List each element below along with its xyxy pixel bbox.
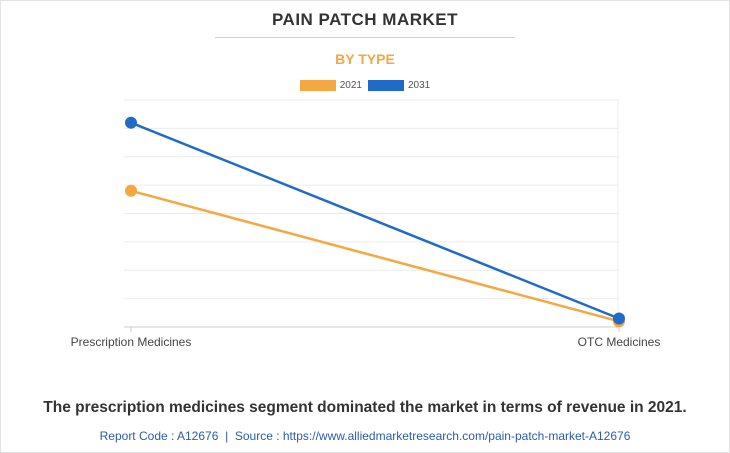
x-tick-label: Prescription Medicines [71,335,192,349]
data-point-2021-0 [125,184,137,197]
legend-swatch-2031 [368,80,404,91]
source-separator: | [225,429,229,443]
legend-label-2031: 2031 [408,80,431,91]
series-lines [125,116,625,328]
x-tick-label: OTC Medicines [578,335,661,349]
title-divider [215,37,515,38]
legend-item-2021[interactable]: 2021 [299,80,362,91]
legend-swatch-2021 [299,80,336,91]
tick-labels: Prescription Medicines OTC Medicines [71,335,661,349]
data-point-2031-0 [125,116,137,129]
legend-label-2021: 2021 [339,80,362,91]
legend: 2021 2031 [0,80,730,91]
source-line: Report Code : A12676 | Source : https://… [0,429,730,443]
legend-item-2031[interactable]: 2031 [368,80,430,91]
chart-caption: The prescription medicines segment domin… [43,399,687,416]
chart-title: PAIN PATCH MARKET [271,10,459,29]
source-link[interactable]: Source : https://www.alliedmarketresearc… [234,429,631,443]
series-line-2021 [130,189,620,323]
report-code: Report Code : A12676 [99,429,219,443]
data-point-2031-1 [613,312,625,325]
chart-subtitle: BY TYPE [335,51,395,67]
axes [130,100,620,332]
grid-lines [124,99,618,328]
series-line-2031 [130,121,620,320]
